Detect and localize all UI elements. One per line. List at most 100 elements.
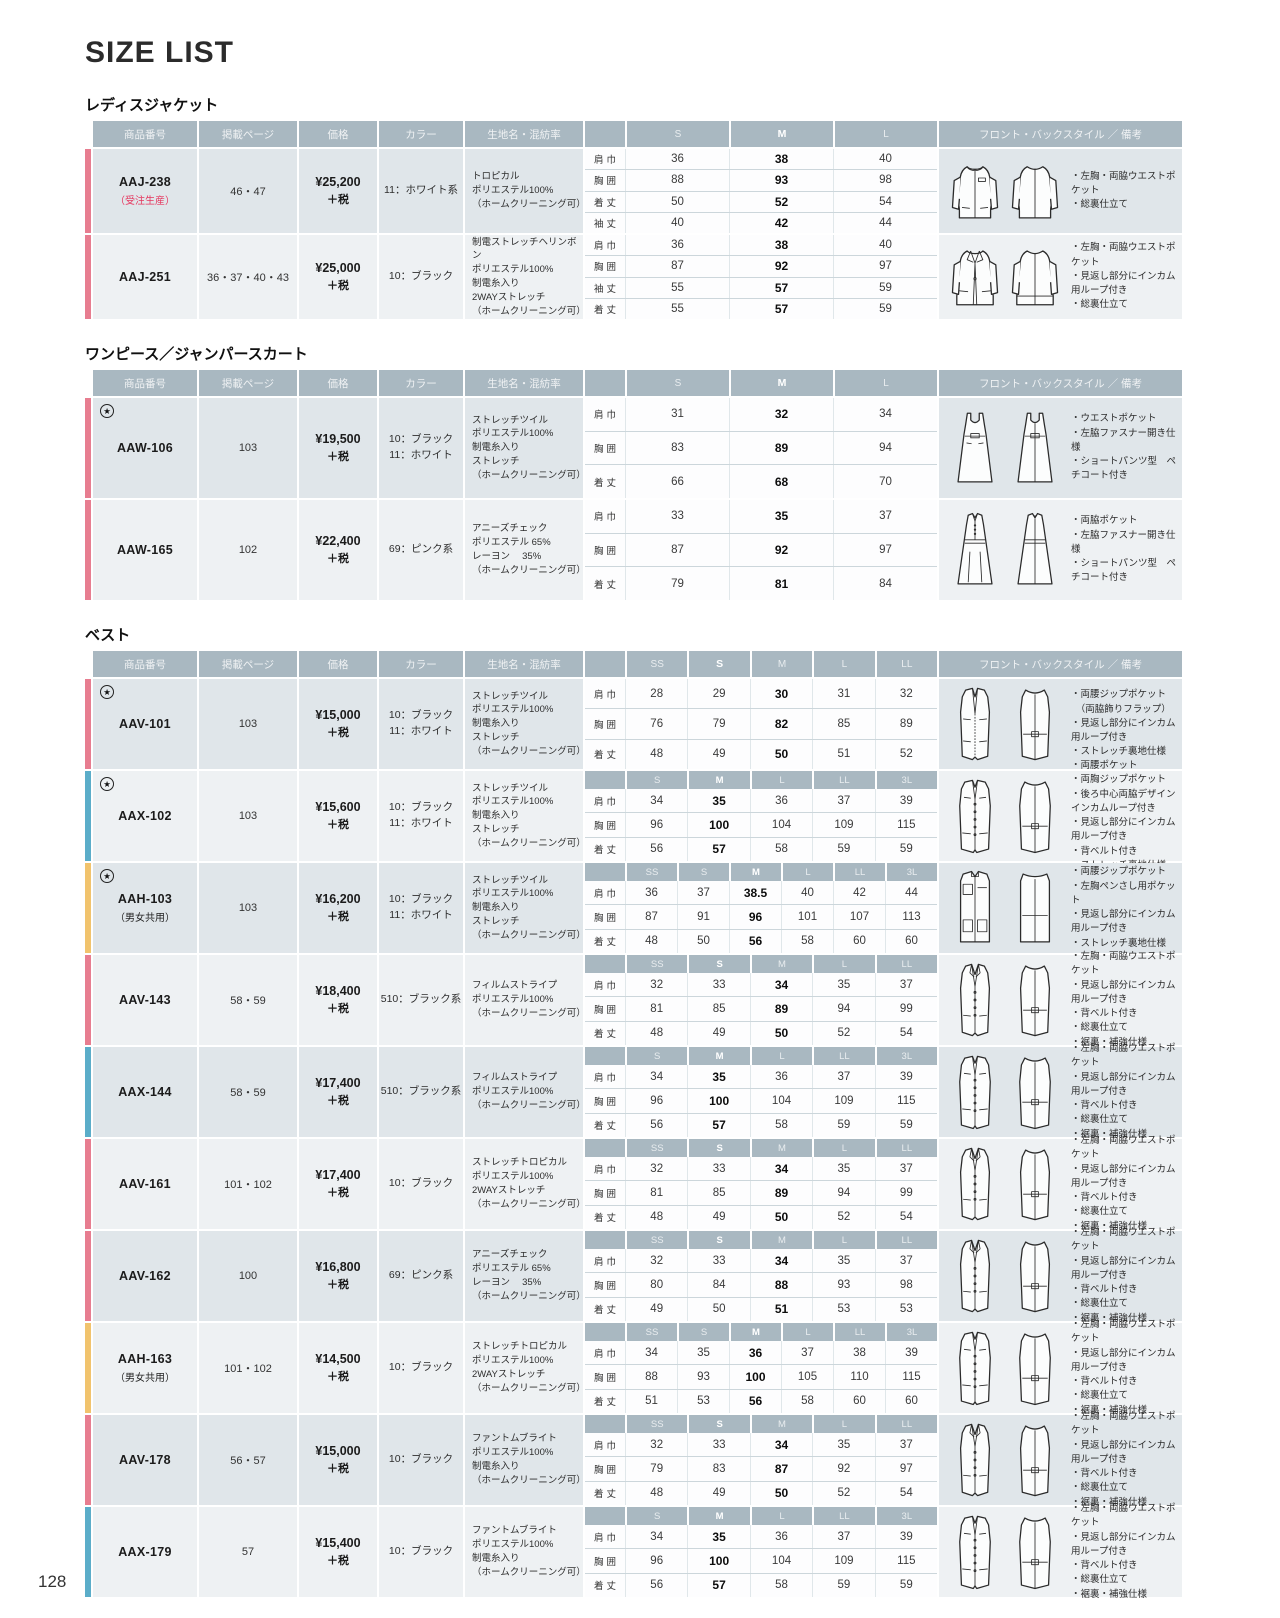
row-size-label-3l: 3L <box>885 1323 937 1341</box>
catalog-page-cell: 103 <box>199 398 297 498</box>
product-row: AAV-162 100 ¥16,800 ＋税 69：ピンク系 アニーズチェック ポリエステル… <box>85 1227 1182 1324</box>
fabric-line: ファントムブライト <box>472 1525 557 1537</box>
measurement-value: 99 <box>874 1181 937 1205</box>
catalog-page-cell: 58・59 <box>199 1047 297 1137</box>
product-row: AAX-144 58・59 ¥17,400 ＋税 510：ブラック系 フィルムストライプポ… <box>85 1043 1182 1140</box>
fabric-line: 2WAYストレッチ <box>472 1369 546 1380</box>
feature-note-line: ・ショートパンツ型 ペチコート付き <box>1071 456 1176 482</box>
measurement-table: S M L LL 3L 肩巾 34 35 36 37 39 胸囲 96 100 104 109 115 着丈 56 5… <box>585 1047 938 1137</box>
measurement-label: 着丈 <box>593 937 619 949</box>
measurement-table: SS S M L LL 肩巾 32 33 34 35 37 胸囲 81 85 89 94 99 着丈 48 49 50 5… <box>585 955 938 1045</box>
row-size-header-blank <box>585 1231 625 1249</box>
row-size-label-ss: SS <box>625 863 677 881</box>
section-heading: ワンピース／ジャンパースカート <box>85 346 308 363</box>
measurement-row: 着丈 48 49 50 52 54 <box>585 1020 937 1045</box>
measurement-row: 着丈 48 49 50 51 52 <box>585 738 937 769</box>
fabric-line: ストレッチトロピカル <box>472 1341 568 1353</box>
product-code: AAJ-238 <box>118 175 172 189</box>
row-size-label-s: S <box>625 771 688 789</box>
measurement-value: 54 <box>874 1205 937 1229</box>
row-size-label-ll: LL <box>874 955 938 973</box>
measurement-value: 66 <box>625 465 729 499</box>
fabric-cell: ストレッチツイル ポリエステル100% 制電糸入り ストレッチ （ホームクリーニング可） <box>465 771 586 861</box>
feature-notes: ・左胸・両脇ウエストポケット ・見返し部分にインカム用ループ付き ・背ベルト付き ・総… <box>1071 1134 1178 1234</box>
row-size-header-blank <box>585 1047 625 1065</box>
measurement-value: 60 <box>885 929 937 953</box>
accent-spacer <box>85 121 91 147</box>
feature-note-line: ・背ベルト付き <box>1071 1284 1138 1296</box>
measurement-value: 34 <box>625 1525 687 1549</box>
row-size-label-ss: SS <box>625 1323 677 1341</box>
measurement-value: 34 <box>749 1157 812 1181</box>
col-header-price: 価格 <box>299 370 377 396</box>
measurement-row: 肩巾 28 29 30 31 32 <box>585 679 937 709</box>
measurement-value: 100 <box>687 1089 749 1113</box>
measurement-row: 着丈 55 57 59 <box>585 297 937 319</box>
garment-illustrations <box>949 1421 1061 1499</box>
col-header-size-l: L <box>833 370 937 396</box>
measurement-value: 33 <box>687 973 749 997</box>
measurement-value: 60 <box>885 1389 937 1413</box>
row-size-header-blank <box>585 771 625 789</box>
row-size-header-blank <box>585 955 625 973</box>
style-notes-cell: ・左胸・両脇ウエストポケット ・見返し部分にインカム用ループ付き ・背ベルト付き ・総… <box>939 1043 1182 1140</box>
feature-notes: ・左胸・両脇ウエストポケット ・見返し部分にインカム用ループ付き ・背ベルト付き ・総… <box>1071 1410 1178 1510</box>
table-header-row: 商品番号 掲載ページ 価格 カラー 生地名・混紡率 S M L フロント・バックスタイル ／ 備… <box>85 370 1182 396</box>
fabric-cell: ストレッチトロピカル ポリエステル100% 2WAYストレッチ （ホームクリーニング可… <box>465 1139 586 1229</box>
measurement-value: 52 <box>812 1021 874 1045</box>
row-size-label-l: L <box>781 863 833 881</box>
measurement-row: 着丈 48 49 50 52 54 <box>585 1480 937 1505</box>
garment-illustrations <box>949 869 1061 947</box>
measurement-table: S M L LL 3L 肩巾 34 35 36 37 39 胸囲 96 100 104 109 115 着丈 56 5… <box>585 771 938 861</box>
fabric-line: （ホームクリーニング可） <box>472 564 586 576</box>
dress_jumper-front-illustration <box>949 409 1001 487</box>
color-cell: 10：ブラック 11：ホワイト <box>379 863 463 953</box>
measurement-value: 58 <box>781 929 833 953</box>
measurement-value: 38 <box>729 235 833 256</box>
fabric-line: （ホームクリーニング可） <box>472 1198 586 1210</box>
measurement-row: 袖丈 40 42 44 <box>585 211 937 233</box>
fabric-line: 制電ストレッチヘリンボン <box>472 236 577 262</box>
measurement-value: 36 <box>749 1525 812 1549</box>
measurement-label: 着丈 <box>593 1029 619 1041</box>
measurement-label: 肩巾 <box>593 689 619 701</box>
vest_lapel-back-illustration <box>1009 961 1061 1039</box>
color-cell: 10：ブラック <box>379 1139 463 1229</box>
feature-note-line: ・総裏仕立て <box>1071 1114 1129 1126</box>
price-tax-label: ＋税 <box>327 194 349 206</box>
catalog-page-cell: 101・102 <box>199 1323 297 1413</box>
feature-note-line: ・見返し部分にインカム用ループ付き <box>1071 1347 1176 1373</box>
product-row: AAV-178 56・57 ¥15,000 ＋税 10：ブラック ファントムブライト ポリエ… <box>85 1411 1182 1508</box>
size-header-blank <box>585 370 625 396</box>
catalog-page-cell: 57 <box>199 1507 297 1597</box>
col-header-product-no: 商品番号 <box>93 651 197 677</box>
measurement-value: 36 <box>729 1341 781 1365</box>
color-cell: 510：ブラック系 <box>379 1047 463 1137</box>
col-header-catalog-page: 掲載ページ <box>199 121 297 147</box>
fabric-line: 制電糸入り <box>472 442 520 454</box>
fabric-cell: フィルムストライプ ポリエステル100% （ホームクリーニング可） <box>465 1047 586 1137</box>
measurement-value: 100 <box>729 1365 781 1389</box>
color-cell: 10：ブラック <box>379 235 463 319</box>
vest_lapel-front-illustration <box>949 1421 1001 1499</box>
measurement-label: 着丈 <box>593 304 619 316</box>
product-code: AAH-103 <box>117 892 173 906</box>
price-value: ¥19,500 <box>315 432 361 446</box>
catalog-page-value: 103 <box>238 442 258 454</box>
fabric-line: （ホームクリーニング可） <box>472 1566 586 1578</box>
catalog-page-cell: 103 <box>199 863 297 953</box>
measurement-row: 胸囲 96 100 104 109 115 <box>585 812 937 837</box>
measurement-value: 87 <box>749 1457 812 1481</box>
vest_work-front-illustration <box>949 869 1001 947</box>
measurement-row: 胸囲 79 83 87 92 97 <box>585 1456 937 1481</box>
row-size-label-l: L <box>812 1415 875 1433</box>
fabric-line: ポリエステル100% <box>472 1447 554 1459</box>
measurement-value: 94 <box>812 997 874 1021</box>
catalog-page-value: 58・59 <box>230 995 266 1007</box>
measurement-value: 33 <box>687 1249 749 1273</box>
measurement-value: 36 <box>749 1065 812 1089</box>
price-tax-label: ＋税 <box>327 1463 349 1475</box>
row-accent-bar <box>85 1507 91 1597</box>
measurement-label: 着丈 <box>593 845 619 857</box>
price-tax-label: ＋税 <box>327 819 349 831</box>
